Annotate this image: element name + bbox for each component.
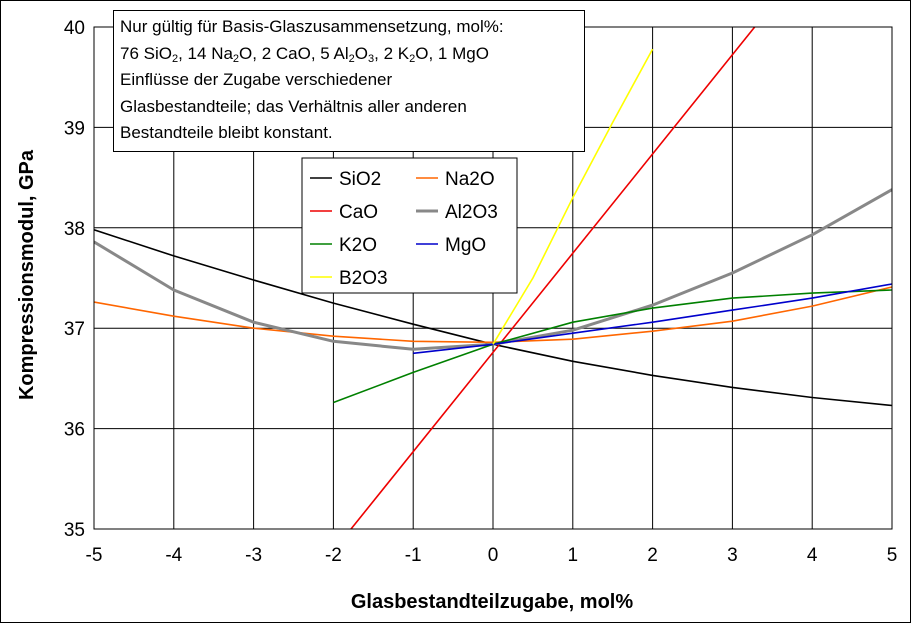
series-line-k2o [333, 289, 892, 404]
series-lines [93, 26, 893, 530]
legend-label-na2o: Na2O [445, 169, 495, 190]
series-line-b2o3 [492, 48, 654, 345]
x-tick-label: 1 [568, 545, 579, 566]
legend: SiO2 Na2O CaO Al2O3 K2O MgO B2O3 [301, 157, 518, 294]
legend-label-b2o3: B2O3 [339, 268, 388, 289]
series-line-cao [350, 27, 756, 529]
y-tick-label: 38 [64, 219, 85, 240]
note-line-1: Nur gültig für Basis-Glaszusammensetzung… [120, 17, 504, 36]
x-tick-label: -1 [405, 545, 422, 566]
legend-label-cao: CaO [339, 202, 378, 223]
x-tick-label: 3 [727, 545, 738, 566]
note-line-3: Einflüsse der Zugabe verschiedener [120, 70, 393, 89]
note-line-5: Bestandteile bleibt konstant. [120, 123, 333, 142]
x-tick-label: 2 [647, 545, 658, 566]
y-tick-label: 37 [64, 319, 85, 340]
x-tick-label: -2 [325, 545, 342, 566]
legend-box [301, 157, 518, 294]
legend-label-k2o: K2O [339, 235, 377, 256]
series-line-na2o [94, 286, 892, 344]
x-tick-label: 5 [887, 545, 898, 566]
tick-labels: -5 -4 -3 -2 -1 0 1 2 3 4 5 35 36 37 38 39 40 [64, 18, 897, 566]
note-line-2: 76 SiO2, 14 Na2O, 2 CaO, 5 Al2O3, 2 K2O,… [120, 43, 489, 65]
y-tick-label: 39 [64, 118, 85, 139]
y-tick-label: 36 [64, 420, 85, 441]
legend-label-sio2: SiO2 [339, 169, 381, 190]
y-axis-title: Kompressionsmodul, GPa [16, 149, 38, 400]
y-tick-label: 35 [64, 520, 85, 541]
note-line-4: Glasbestandteile; das Verhältnis aller a… [120, 96, 467, 116]
x-tick-label: -3 [245, 545, 262, 566]
y-tick-label: 40 [64, 18, 85, 39]
x-tick-label: 0 [488, 545, 499, 566]
x-tick-label: 4 [807, 545, 818, 566]
x-axis-title: Glasbestandteilzugabe, mol% [351, 591, 634, 613]
legend-label-mgo: MgO [445, 235, 486, 256]
composition-note: Nur gültig für Basis-Glaszusammensetzung… [113, 10, 585, 152]
x-tick-label: -5 [86, 545, 103, 566]
legend-label-al2o3: Al2O3 [445, 202, 498, 223]
x-tick-label: -4 [165, 545, 182, 566]
